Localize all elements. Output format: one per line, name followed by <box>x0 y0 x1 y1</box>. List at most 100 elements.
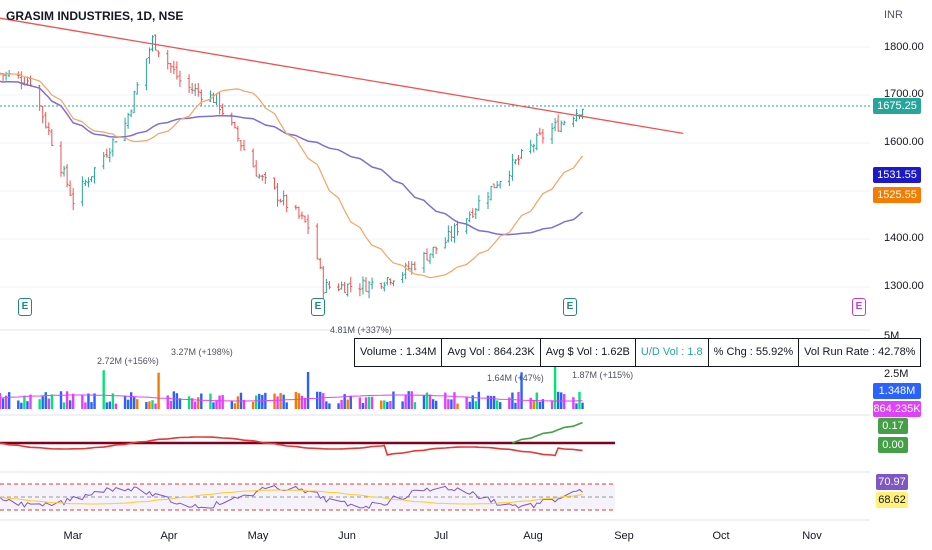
candle <box>422 251 426 273</box>
volume-bar <box>87 393 90 409</box>
ma-slow-badge: 1531.55 <box>873 167 921 183</box>
ma-fast-line <box>0 72 583 279</box>
ma-slow-line <box>0 80 584 236</box>
rsi-ma-line <box>0 489 583 505</box>
volume-annotation: 1.87M (+115%) <box>572 370 634 380</box>
candle <box>404 262 408 280</box>
candle <box>172 60 176 75</box>
candle <box>135 82 139 95</box>
volume-ma-line <box>0 394 583 402</box>
volume-bar <box>108 401 111 409</box>
volume-bar <box>114 403 118 409</box>
candle <box>431 246 435 259</box>
volume-bar <box>300 395 304 409</box>
volume-bar <box>407 391 410 409</box>
ma-fast-badge: 1525.55 <box>873 187 921 203</box>
volume-bar <box>486 395 490 409</box>
candle <box>382 281 386 292</box>
candle <box>486 191 490 209</box>
volume-bar <box>172 391 176 409</box>
month-label: Nov <box>802 530 822 542</box>
candle <box>443 237 447 249</box>
candle <box>492 183 496 189</box>
candle <box>358 283 362 297</box>
price-tick: 1800.00 <box>884 41 924 53</box>
volume-bar <box>337 403 340 409</box>
rsi-ma-badge: 68.62 <box>876 492 908 508</box>
candle <box>513 159 517 165</box>
stat-pct-chg: % Chg : 55.92% <box>709 339 800 366</box>
candle <box>71 188 75 211</box>
candle <box>285 194 289 213</box>
volume-bar <box>529 397 532 409</box>
volume-bar <box>41 396 44 409</box>
volume-bar <box>230 401 233 409</box>
candle <box>187 74 191 93</box>
earnings-icon[interactable]: E <box>563 298 577 316</box>
stat-run-rate: Vol Run Rate : 42.78% <box>804 346 916 358</box>
volume-bar <box>541 399 545 409</box>
currency-label: INR <box>884 9 903 21</box>
candle <box>456 220 459 236</box>
volume-bar <box>340 399 343 409</box>
price-tick: 1600.00 <box>884 136 924 148</box>
indicator-badge: 0.00 <box>878 437 908 453</box>
volume-bar <box>200 393 203 409</box>
candle <box>260 174 264 181</box>
candle <box>446 225 450 243</box>
indicator-line <box>0 436 583 457</box>
volume-ma-badge: 864.235K <box>873 401 921 417</box>
volume-bar <box>72 393 75 409</box>
grid <box>0 46 870 288</box>
candle <box>254 160 258 177</box>
volume-bar <box>474 401 477 409</box>
volume-bar <box>282 394 285 409</box>
candle <box>93 167 97 184</box>
volume-bar <box>367 396 371 409</box>
earnings-icon-future[interactable]: E <box>852 298 866 316</box>
volume-bar <box>358 397 362 409</box>
volume-bar <box>258 393 261 409</box>
volume-bar <box>62 402 66 409</box>
volume-bar <box>29 394 32 409</box>
earnings-icon[interactable]: E <box>311 298 325 316</box>
candle <box>129 109 133 118</box>
volume-bar <box>279 393 282 409</box>
volume-bar <box>520 372 523 409</box>
candle <box>388 278 392 285</box>
volume-bar <box>90 402 93 409</box>
volume-bar <box>572 397 575 409</box>
candle <box>559 120 563 133</box>
trendline <box>0 17 684 135</box>
volume-annotation: 1.64M (+47%) <box>487 373 544 383</box>
volume-bar <box>581 402 584 409</box>
candle <box>361 276 365 295</box>
candle <box>538 127 542 136</box>
volume-bar <box>154 403 157 409</box>
candle <box>556 114 560 132</box>
volume-bar <box>17 400 20 409</box>
volume-bar <box>215 400 218 409</box>
candle <box>44 111 48 129</box>
candle <box>282 190 286 206</box>
volume-bar <box>255 395 258 409</box>
candle <box>306 214 310 235</box>
volume-bar <box>511 392 514 409</box>
candle <box>428 253 432 265</box>
month-label: Jun <box>338 530 356 542</box>
volume-bar <box>303 397 307 409</box>
volume-bar <box>20 402 23 409</box>
candle <box>62 165 66 177</box>
candle <box>212 92 215 104</box>
earnings-icon[interactable]: E <box>18 298 32 316</box>
volume-annotation: 4.81M (+337%) <box>330 325 392 335</box>
candle <box>178 70 182 88</box>
volume-bar <box>575 403 578 409</box>
volume-bar <box>380 400 383 409</box>
candle <box>86 177 90 188</box>
stat-volume: Volume : 1.34M <box>355 339 443 366</box>
volume-bar <box>242 399 246 409</box>
volume-bar <box>68 400 72 409</box>
volume-tick: 2.5M <box>884 368 909 380</box>
volume-bar <box>389 400 392 409</box>
